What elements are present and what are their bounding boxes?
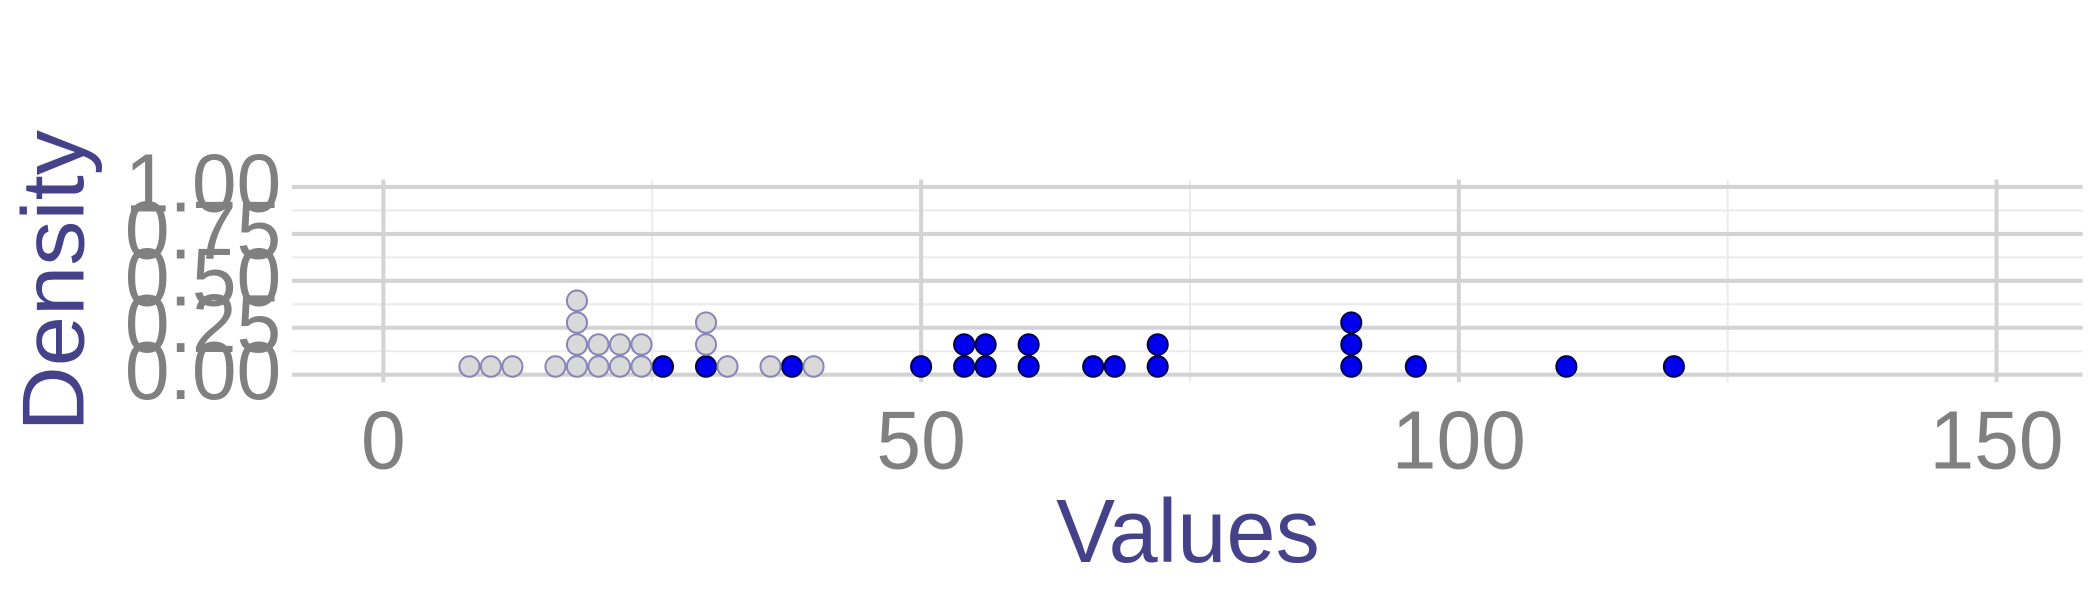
dot <box>1340 333 1363 356</box>
dot <box>565 333 589 356</box>
x-tick-label: 50 <box>876 394 965 486</box>
dot <box>630 355 653 378</box>
y-tick-label: 0.00 <box>125 325 281 417</box>
dot <box>1146 333 1169 356</box>
dot <box>694 333 718 356</box>
dot <box>780 355 804 378</box>
dot <box>694 355 718 378</box>
dot <box>974 355 997 378</box>
x-tick-label: 0 <box>361 394 406 486</box>
dot <box>759 355 782 378</box>
x-axis-title: Values <box>1056 480 1320 581</box>
dot <box>608 355 632 378</box>
dot <box>1404 355 1427 378</box>
y-tick-label: 0.50 <box>125 231 281 323</box>
dot <box>1146 355 1169 378</box>
dot <box>694 311 718 334</box>
dot <box>910 355 933 378</box>
dot <box>953 355 976 378</box>
dot <box>1082 355 1105 378</box>
dot <box>587 333 610 356</box>
y-axis-title: Density <box>4 130 103 432</box>
dot <box>1103 355 1126 378</box>
dot <box>716 355 739 378</box>
dot <box>802 355 825 378</box>
dot <box>1340 311 1363 334</box>
x-tick-label: 150 <box>1930 394 2064 486</box>
dot <box>587 355 610 378</box>
dot <box>544 355 567 378</box>
dot <box>1555 355 1578 378</box>
y-tick-label: 1.00 <box>125 138 281 230</box>
dot <box>1017 355 1040 378</box>
dot <box>479 355 502 378</box>
dot <box>1017 333 1040 356</box>
dot <box>608 333 632 356</box>
dot <box>974 333 997 356</box>
dot <box>630 333 653 356</box>
dot <box>458 355 481 378</box>
y-tick-label: 0.75 <box>125 185 281 277</box>
dot <box>651 355 675 378</box>
dot <box>565 311 589 334</box>
dot <box>565 289 589 313</box>
dot <box>501 355 524 378</box>
dot <box>1662 355 1685 378</box>
dot <box>1340 355 1363 378</box>
y-tick-label: 0.25 <box>125 278 281 370</box>
x-tick-label: 100 <box>1392 394 1526 486</box>
dot <box>953 333 976 356</box>
dot <box>565 355 589 378</box>
